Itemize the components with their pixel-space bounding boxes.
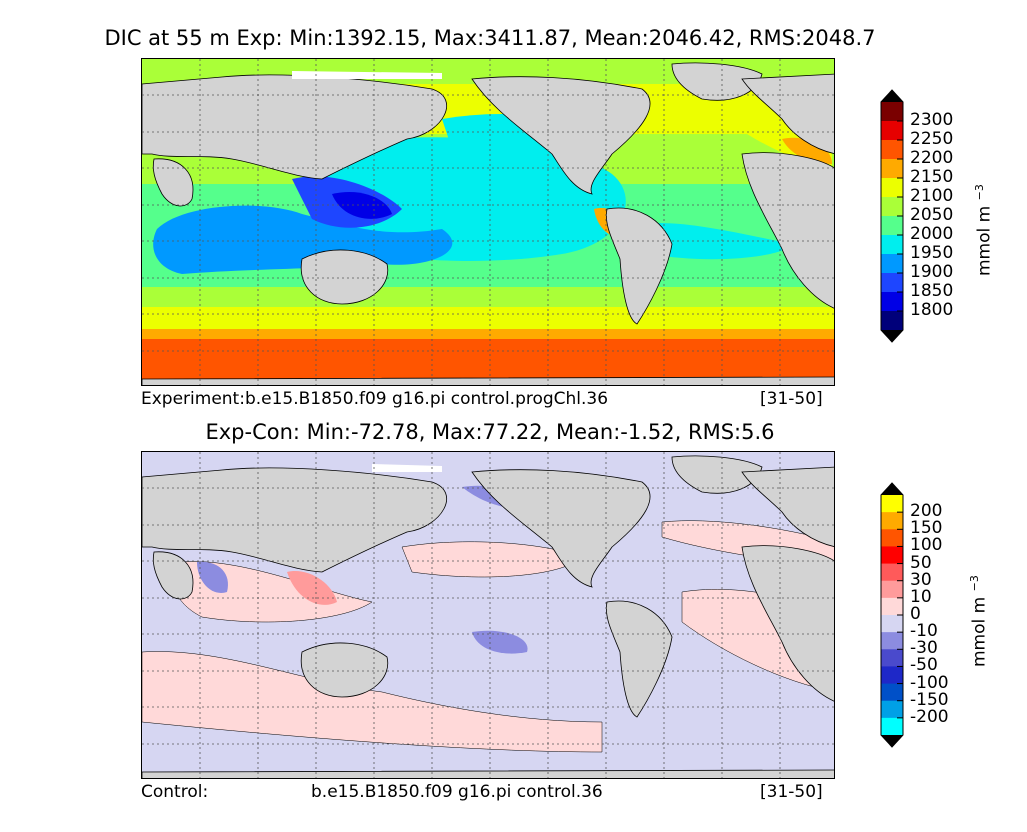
land-north-america <box>471 76 651 195</box>
colorbar-swatch <box>881 649 903 667</box>
land-eurasia <box>142 467 447 573</box>
colorbar-tick-label: 2150 <box>910 167 954 187</box>
colorbar-tick-label: -100 <box>910 672 949 693</box>
bottom-colorbar <box>880 482 904 748</box>
colorbar-tick-label: 2300 <box>910 110 954 130</box>
top-colorbar-units: mmol m −3 <box>973 184 995 276</box>
colorbar-tick-label: 2250 <box>910 129 954 149</box>
colorbar-swatch <box>881 159 903 179</box>
indian-ocean-blue <box>153 205 453 274</box>
colorbar-swatch <box>881 292 903 312</box>
colorbar-tick-label: -30 <box>910 638 938 659</box>
diff-indonesia-pink <box>287 571 337 605</box>
colorbar-frame <box>880 89 904 343</box>
land-eurasia <box>142 74 447 180</box>
top-caption-experiment: Experiment:b.e15.B1850.f09 g16.pi contro… <box>141 389 609 409</box>
colorbar-swatch <box>881 597 903 616</box>
top-dic-map <box>141 58 835 386</box>
colorbar-swatch <box>881 580 903 599</box>
bottom-caption-case: b.e15.B1850.f09 g16.pi control.36 <box>311 782 603 802</box>
colorbar-swatch <box>881 273 903 293</box>
colorbar-tick-label: -50 <box>910 655 938 676</box>
diff-negative-pacific <box>472 630 528 654</box>
arctic-sea-ice <box>372 464 442 472</box>
colorbar-tick-label: 2200 <box>910 148 954 168</box>
bottom-caption-control: Control: <box>141 782 209 802</box>
top-caption-years: [31-50] <box>760 389 823 409</box>
colorbar-swatch <box>881 512 903 530</box>
colorbar-tick-label: 200 <box>910 501 943 522</box>
colorbar-swatch <box>881 216 903 236</box>
colorbar-under-triangle <box>881 330 903 342</box>
land-australia <box>300 642 389 698</box>
colorbar-tick-label: 0 <box>910 604 921 624</box>
colorbar-tick-label: 2050 <box>910 205 954 225</box>
colorbar-swatch <box>881 683 903 702</box>
colorbar-swatch <box>881 666 903 685</box>
bottom-difference-map <box>141 451 835 779</box>
colorbar-tick-label: -150 <box>910 689 949 710</box>
colorbar-swatch <box>881 254 903 274</box>
bottom-map-title: Exp-Con: Min:-72.78, Max:77.22, Mean:-1.… <box>205 420 775 444</box>
land-india <box>152 158 194 207</box>
colorbar-swatch <box>881 717 903 736</box>
diff-negative-indian <box>197 561 228 593</box>
colorbar-tick-label: -10 <box>910 621 938 642</box>
colorbar-tick-label: 2000 <box>910 224 954 244</box>
colorbar-swatch <box>881 546 903 565</box>
colorbar-swatch <box>881 102 903 122</box>
colorbar-swatch <box>881 121 903 141</box>
colorbar-tick-label: 10 <box>910 586 932 607</box>
colorbar-tick-label: 1850 <box>910 281 954 301</box>
top-map-title: DIC at 55 m Exp: Min:1392.15, Max:3411.8… <box>104 26 876 50</box>
colorbar-tick-label: 150 <box>910 518 943 539</box>
land-australia <box>300 249 389 305</box>
colorbar-tick-label: 2100 <box>910 186 954 206</box>
colorbar-swatch <box>881 563 903 582</box>
colorbar-tick-label: 1950 <box>910 243 954 263</box>
land-europe <box>741 73 834 154</box>
land-north-america <box>471 469 651 588</box>
labrador-orange <box>782 137 832 164</box>
colorbar-swatch <box>881 632 903 650</box>
land-antarctica <box>142 376 834 385</box>
colorbar-swatch <box>881 495 903 513</box>
bottom-caption-years: [31-50] <box>760 782 823 802</box>
land-greenland <box>671 455 763 494</box>
colorbar-swatch <box>881 311 903 331</box>
colorbar-swatch <box>881 700 903 719</box>
bottom-colorbar-units: mmol m −3 <box>968 575 990 667</box>
colorbar-swatch <box>881 529 903 547</box>
colorbar-swatch <box>881 197 903 217</box>
land-south-america <box>605 207 673 325</box>
colorbar-swatch <box>881 235 903 255</box>
colorbar-frame <box>880 482 904 748</box>
colorbar-over-triangle <box>881 90 903 102</box>
colorbar-tick-label: 1900 <box>910 262 954 282</box>
colorbar-swatch <box>881 140 903 160</box>
colorbar-tick-label: 30 <box>910 569 932 590</box>
diff-positive-south <box>142 651 603 753</box>
colorbar-under-triangle <box>881 735 903 747</box>
arctic-sea-ice <box>292 71 442 79</box>
land-south-america <box>605 600 673 718</box>
colorbar-tick-label: 100 <box>910 535 943 556</box>
colorbar-tick-label: 1800 <box>910 300 954 320</box>
land-europe <box>741 466 834 547</box>
land-india <box>152 551 194 600</box>
top-colorbar <box>880 89 904 343</box>
land-antarctica <box>142 769 834 778</box>
colorbar-tick-label: 50 <box>910 552 932 573</box>
land-africa <box>741 152 834 309</box>
colorbar-swatch <box>881 178 903 198</box>
land-greenland <box>671 62 763 101</box>
colorbar-tick-label: -200 <box>910 706 949 727</box>
colorbar-swatch <box>881 615 903 633</box>
colorbar-over-triangle <box>881 483 903 495</box>
land-africa <box>741 545 834 702</box>
